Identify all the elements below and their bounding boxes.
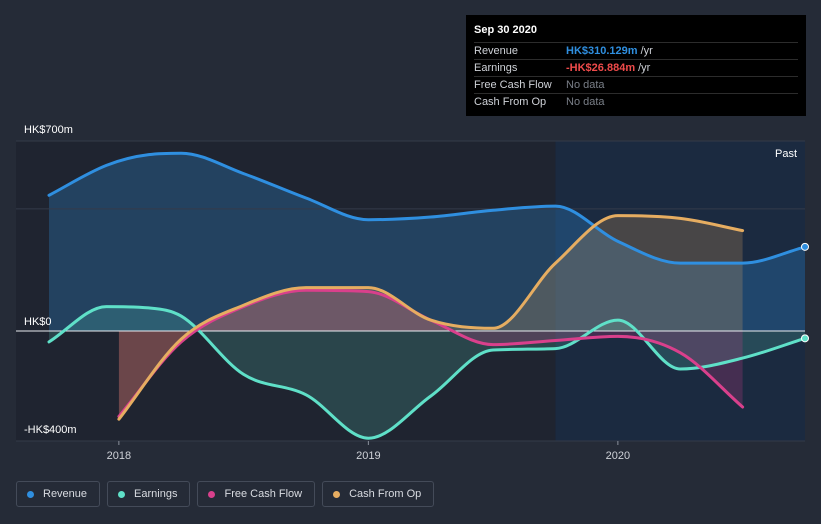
chart-gridlines: [16, 140, 805, 442]
legend-item-free-cash-flow[interactable]: Free Cash Flow: [197, 481, 316, 507]
tooltip-value: No data: [566, 79, 605, 91]
tooltip-row-earnings: Earnings -HK$26.884m /yr: [474, 59, 798, 76]
cash-from-op-line: [117, 214, 745, 421]
tooltip-value: No data: [566, 96, 605, 108]
tooltip-row-cash-from-op: Cash From Op No data: [474, 93, 798, 110]
y-axis-label: HK$700m: [24, 124, 73, 136]
tooltip-value: HK$310.129m: [566, 45, 638, 57]
legend-dot-icon: [333, 490, 341, 498]
legend-label: Earnings: [134, 488, 178, 500]
x-tick-label: 2018: [107, 450, 131, 462]
revenue-area: [49, 153, 805, 331]
x-tick-label: 2020: [606, 450, 630, 462]
tooltip-unit: /yr: [638, 62, 651, 74]
y-axis-label: HK$0: [24, 316, 52, 328]
legend-item-cash-from-op[interactable]: Cash From Op: [322, 481, 435, 507]
free-cash-flow-area: [118, 290, 743, 417]
legend-item-revenue[interactable]: Revenue: [16, 481, 101, 507]
tooltip-label: Cash From Op: [474, 96, 547, 108]
legend-label: Revenue: [43, 488, 88, 500]
past-label: Past: [775, 148, 797, 160]
revenue-line: [47, 151, 807, 265]
earnings-line: [47, 305, 807, 440]
legend-label: Free Cash Flow: [224, 488, 303, 500]
legend-dot-icon: [118, 490, 126, 498]
series-end-markers: [801, 242, 809, 343]
axis-labels: HK$700m HK$0 -HK$400m 2018 2019 2020 Past: [24, 124, 797, 462]
tooltip-row-free-cash-flow: Free Cash Flow No data: [474, 76, 798, 93]
legend-dot-icon: [208, 490, 216, 498]
tooltip: Sep 30 2020 Revenue HK$310.129m /yr Earn…: [466, 15, 806, 116]
past-region: [555, 141, 805, 441]
series-lines: [47, 151, 807, 440]
tooltip-label: Revenue: [474, 45, 519, 57]
tooltip-row-revenue: Revenue HK$310.129m /yr: [474, 42, 798, 59]
legend-dot-icon: [27, 490, 34, 498]
legend-item-earnings[interactable]: Earnings: [107, 481, 191, 507]
tooltip-unit: /yr: [640, 45, 653, 57]
tooltip-value: -HK$26.884m: [566, 62, 636, 74]
legend-label: Cash From Op: [349, 488, 422, 500]
revenue-end-point: [801, 242, 809, 251]
earnings-area: [49, 306, 805, 439]
chart-legend: Revenue Earnings Free Cash Flow Cash Fro…: [16, 481, 441, 507]
earnings-end-point: [801, 334, 809, 343]
series-areas: [49, 153, 805, 439]
y-axis-label: -HK$400m: [24, 424, 77, 436]
tooltip-label: Free Cash Flow: [474, 79, 552, 91]
x-tick-label: 2019: [356, 450, 380, 462]
cash-from-op-area: [118, 215, 743, 420]
tooltip-date: Sep 30 2020: [474, 24, 537, 36]
tooltip-label: Earnings: [474, 62, 518, 74]
chart-background: [16, 141, 805, 441]
